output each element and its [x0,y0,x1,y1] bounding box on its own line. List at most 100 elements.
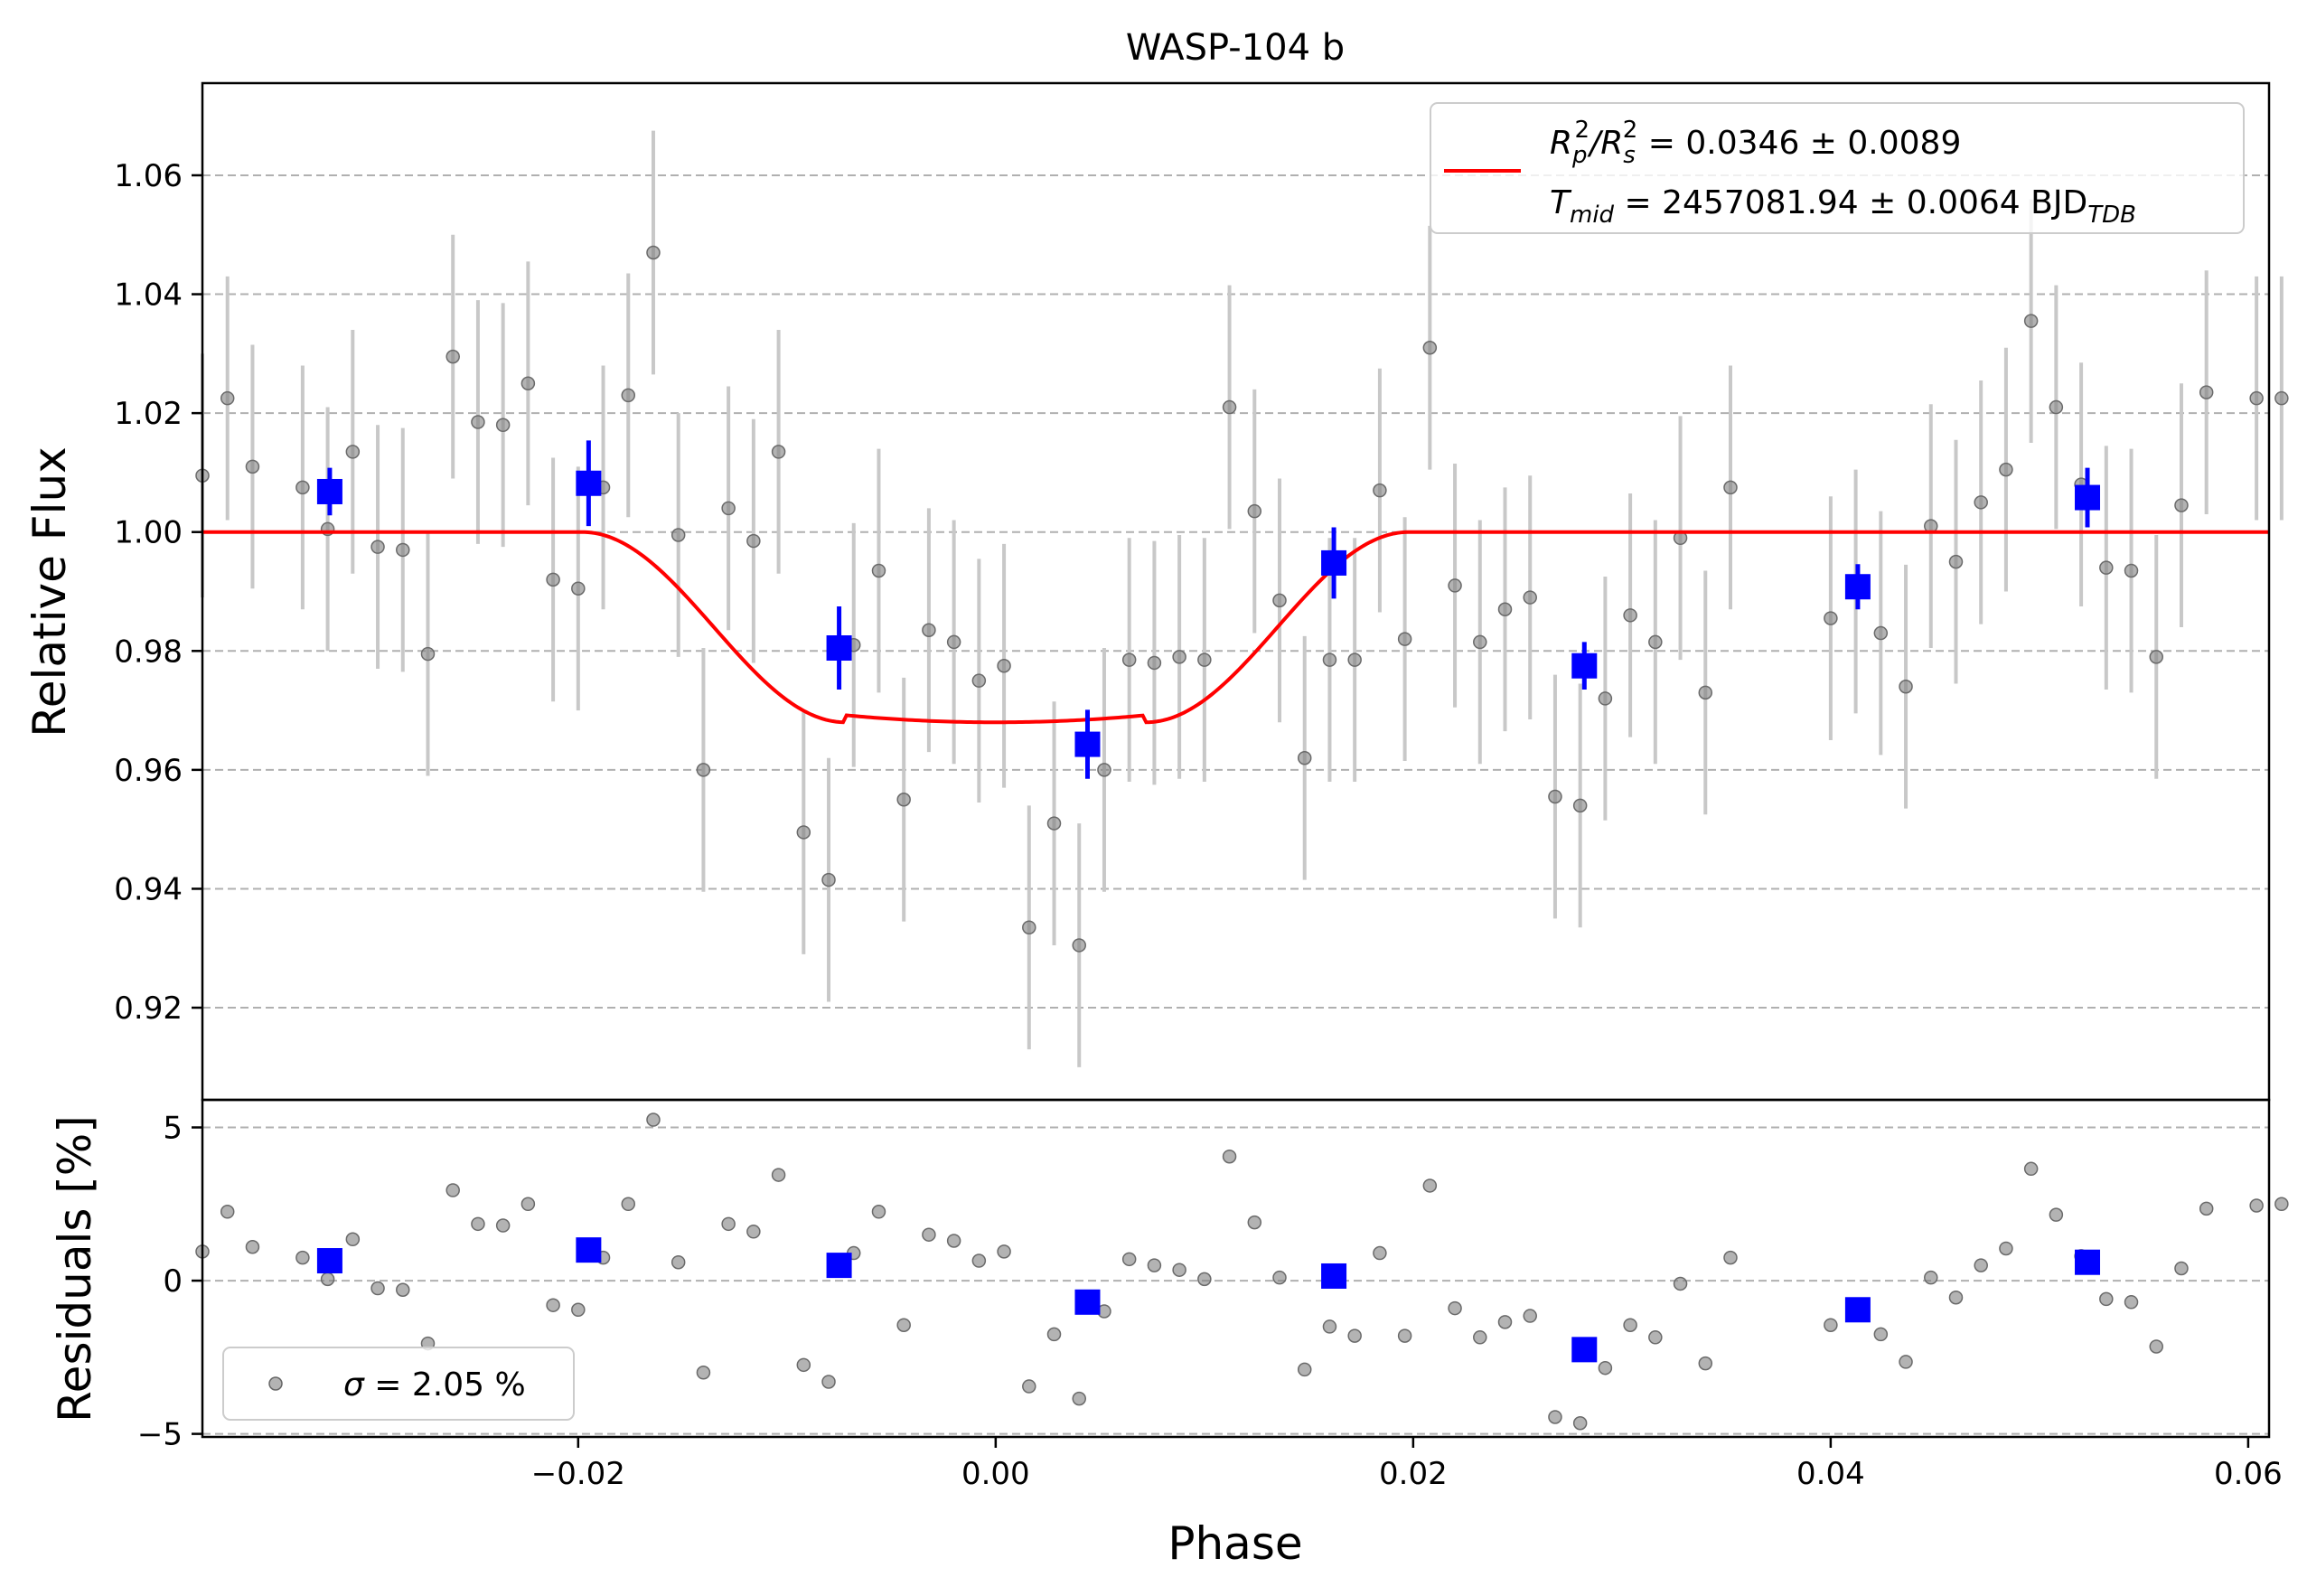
raw-data-point [671,528,686,542]
raw-data-point [1698,685,1713,700]
bottom-panel-y-ticks: −5 0 5 [137,1111,202,1453]
raw-residual-point [946,1234,961,1248]
raw-data-point [746,533,761,549]
legend-rs-sup: 2 [1623,117,1638,144]
raw-data-point [646,245,661,260]
raw-residual-point [1172,1263,1186,1277]
bottom-y-tick-label: −5 [137,1417,183,1453]
raw-data-point [721,501,736,516]
binned-data-point [576,470,602,496]
raw-residual-point [1322,1319,1337,1334]
raw-data-point [1899,680,1913,694]
legend-rp-symbol: R [1550,125,1572,162]
raw-data-point [1598,691,1613,706]
raw-data-point [922,623,936,638]
raw-data-point [796,825,811,840]
raw-residual-point [220,1205,235,1219]
raw-residual-point [646,1113,661,1127]
raw-residual-point [1899,1355,1913,1369]
bottom-y-tick-label: 0 [163,1263,183,1300]
raw-residual-point [1873,1327,1889,1342]
raw-data-point [220,390,235,406]
raw-data-point [1623,608,1637,623]
raw-data-point [1974,495,1988,510]
raw-residual-point [2099,1291,2114,1307]
raw-residual-point [1623,1318,1637,1332]
x-tick-label: 0.02 [1379,1456,1448,1492]
raw-data-point [1648,634,1663,650]
raw-data-point [1422,341,1438,355]
top-panel-legend: Rp2/Rs2 = 0.0346 ± 0.0089 Tmid = 2457081… [1430,102,2245,234]
raw-data-point [1373,483,1387,498]
legend-rs-sub: s [1623,142,1636,169]
raw-data-point [2174,498,2189,512]
raw-residual-point [1397,1328,1412,1343]
raw-residual-point [871,1205,886,1219]
top-y-tick-label: 1.00 [114,515,183,551]
raw-residual-point [1497,1315,1513,1329]
raw-data-point [771,445,786,459]
raw-residual-point [571,1302,586,1318]
raw-residual-point [1948,1290,1964,1305]
raw-data-point [621,388,636,403]
raw-data-point [896,793,911,807]
raw-residual-point [2174,1261,2189,1276]
raw-residual-point [1673,1276,1688,1291]
top-y-tick-label: 0.94 [114,871,183,907]
raw-residual-point [1147,1258,1162,1272]
raw-data-point [295,480,310,495]
binned-residual-point [576,1237,602,1263]
raw-residual-point [396,1282,410,1297]
raw-data-point [1473,634,1487,650]
raw-residual-point [320,1272,335,1287]
raw-data-point [1723,480,1738,495]
raw-residual-point [245,1240,260,1254]
top-panel-y-axis-label: Relative Flux [23,446,76,737]
binned-residual-point [1321,1263,1347,1289]
legend-sigma-text: σ = 2.05 % [343,1366,526,1404]
raw-residual-point [1698,1356,1713,1371]
raw-residual-point [445,1183,460,1197]
raw-data-point [946,634,961,650]
bottom-panel-binned-residuals [316,1237,2101,1363]
binned-data-point [2075,484,2101,511]
raw-data-point [1347,652,1362,667]
raw-data-point [546,572,560,587]
raw-residual-point [1598,1360,1613,1375]
bottom-panel-legend: σ = 2.05 % [222,1347,575,1421]
raw-residual-point [2274,1197,2289,1212]
legend-sigma-symbol: σ [343,1366,365,1404]
raw-data-point [997,658,1011,673]
raw-residual-point [2124,1295,2139,1310]
raw-residual-point [821,1375,836,1389]
legend-sigma-value: = 2.05 % [364,1366,526,1404]
raw-residual-point [1022,1379,1036,1394]
raw-residual-point [971,1253,987,1268]
raw-data-point [1523,590,1537,605]
raw-residual-point [1924,1270,1938,1285]
raw-data-point [1247,503,1262,519]
raw-residual-point [1373,1245,1387,1261]
raw-data-point [1172,650,1186,664]
binned-data-point [1074,731,1101,757]
raw-residual-point [671,1254,686,1270]
raw-residual-point [1473,1330,1487,1345]
raw-data-point [1548,789,1562,804]
binned-residual-point [1844,1297,1871,1323]
raw-residual-point [1422,1178,1438,1193]
top-y-tick-label: 0.92 [114,990,183,1027]
raw-data-point [871,563,886,578]
raw-data-point [2023,314,2039,328]
bottom-panel-raw-residuals [195,1113,2289,1431]
raw-data-point [1297,750,1312,765]
legend-t-symbol: T [1550,184,1572,221]
raw-data-point [821,872,836,887]
raw-residual-point [1523,1309,1537,1323]
raw-data-point [495,418,511,433]
raw-residual-point [2249,1198,2264,1213]
binned-data-point [316,478,342,504]
raw-residual-point [621,1197,636,1212]
raw-residual-point [471,1216,485,1232]
raw-data-point [696,763,711,777]
bottom-panel-y-axis-label: Residuals [%] [49,1115,101,1422]
